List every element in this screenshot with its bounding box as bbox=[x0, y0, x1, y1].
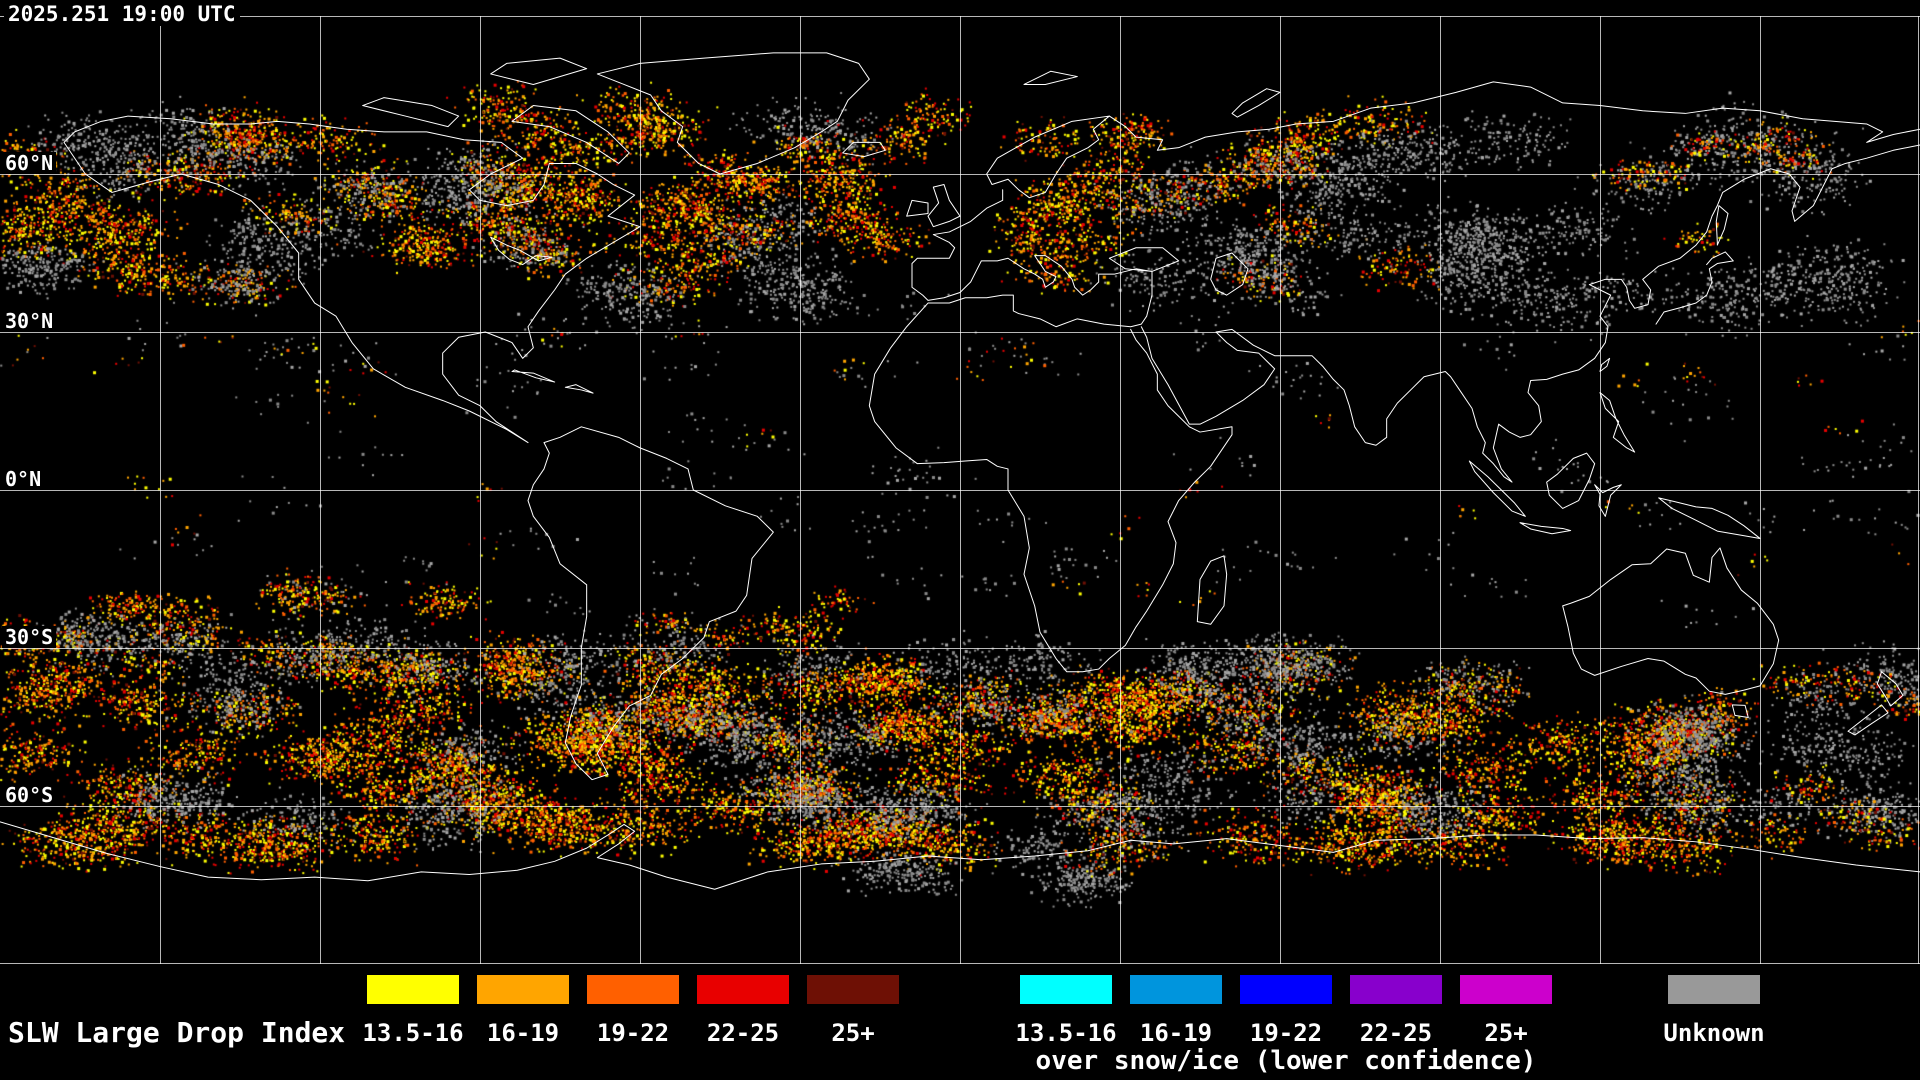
legend-item: 16-19 bbox=[1130, 975, 1240, 1059]
legend-swatch bbox=[1240, 975, 1332, 1004]
legend-item: 19-22 bbox=[1240, 975, 1350, 1059]
legend-item: 25+ bbox=[807, 975, 917, 1059]
legend-swatch bbox=[1668, 975, 1760, 1004]
legend-item: 25+ bbox=[1460, 975, 1570, 1059]
legend: SLW Large Drop Index 13.5-16 16-19 19-22 22… bbox=[0, 964, 1920, 1080]
legend-title: SLW Large Drop Index bbox=[8, 1016, 346, 1049]
legend-label: 19-22 bbox=[596, 1019, 670, 1047]
legend-unknown-group: Unknown bbox=[1663, 975, 1778, 1059]
legend-swatch bbox=[587, 975, 679, 1004]
legend-item: 19-22 bbox=[587, 975, 697, 1059]
legend-item: 13.5-16 bbox=[1015, 975, 1130, 1059]
lat-label-30°N: 30°N bbox=[2, 310, 57, 332]
legend-label: 19-22 bbox=[1249, 1019, 1323, 1047]
legend-item: 13.5-16 bbox=[362, 975, 477, 1059]
legend-item: 22-25 bbox=[1350, 975, 1460, 1059]
legend-label: 22-25 bbox=[1359, 1019, 1433, 1047]
lat-label-0°N: 0°N bbox=[2, 468, 45, 490]
legend-swatch bbox=[1350, 975, 1442, 1004]
lat-label-60°S: 60°S bbox=[2, 784, 57, 806]
legend-label: 22-25 bbox=[706, 1019, 780, 1047]
legend-swatch bbox=[1020, 975, 1112, 1004]
timestamp: 2025.251 19:00 UTC bbox=[4, 2, 240, 26]
legend-label: 16-19 bbox=[486, 1019, 560, 1047]
legend-label: 13.5-16 bbox=[362, 1019, 464, 1047]
legend-warm-group: 13.5-16 16-19 19-22 22-25 25+ bbox=[362, 975, 917, 1059]
legend-label: 16-19 bbox=[1139, 1019, 1213, 1047]
slw-data-overlay-canvas bbox=[0, 16, 1920, 964]
legend-swatch bbox=[1460, 975, 1552, 1004]
legend-swatch bbox=[1130, 975, 1222, 1004]
legend-label: 25+ bbox=[831, 1019, 875, 1047]
legend-item: 16-19 bbox=[477, 975, 587, 1059]
lat-label-60°N: 60°N bbox=[2, 152, 57, 174]
legend-swatch bbox=[807, 975, 899, 1004]
lat-label-30°S: 30°S bbox=[2, 626, 57, 648]
legend-label: 13.5-16 bbox=[1015, 1019, 1117, 1047]
legend-cold-caption: over snow/ice (lower confidence) bbox=[1035, 1046, 1537, 1076]
legend-swatch bbox=[697, 975, 789, 1004]
legend-swatch bbox=[477, 975, 569, 1004]
legend-swatch bbox=[367, 975, 459, 1004]
legend-item: Unknown bbox=[1663, 975, 1778, 1059]
legend-cold-group: 13.5-16 16-19 19-22 22-25 25+ bbox=[1015, 975, 1570, 1059]
legend-label: Unknown bbox=[1663, 1019, 1765, 1047]
legend-label: 25+ bbox=[1484, 1019, 1528, 1047]
legend-item: 22-25 bbox=[697, 975, 807, 1059]
